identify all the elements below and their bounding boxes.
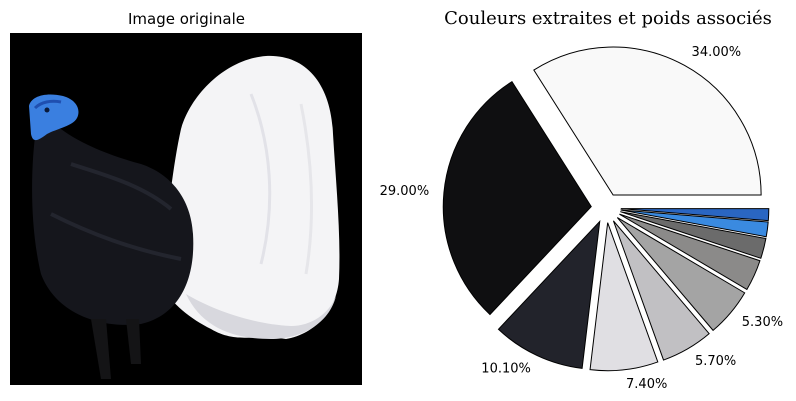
bird-image <box>11 34 361 384</box>
slice-label: 10.10% <box>481 361 531 376</box>
slice-label: 5.70% <box>695 354 736 369</box>
original-image <box>10 33 362 385</box>
pie-slice <box>619 213 761 291</box>
pie-slice <box>612 220 710 361</box>
pie-slice <box>442 80 592 316</box>
slice-label: 7.40% <box>626 377 667 392</box>
pie-slice <box>589 222 659 372</box>
pie-slice <box>620 211 767 259</box>
slice-label: 5.30% <box>742 315 783 330</box>
pie-slice <box>620 209 769 238</box>
pie-slice <box>533 46 762 196</box>
image-panel-title: Image originale <box>127 10 246 28</box>
pie-slice <box>616 217 746 332</box>
pie-slice <box>497 219 601 369</box>
pie-slice <box>620 208 770 222</box>
slice-label: 34.00% <box>692 45 742 60</box>
chart-title: Couleurs extraites et poids associés <box>444 8 772 29</box>
slice-label: 29.00% <box>380 184 430 199</box>
